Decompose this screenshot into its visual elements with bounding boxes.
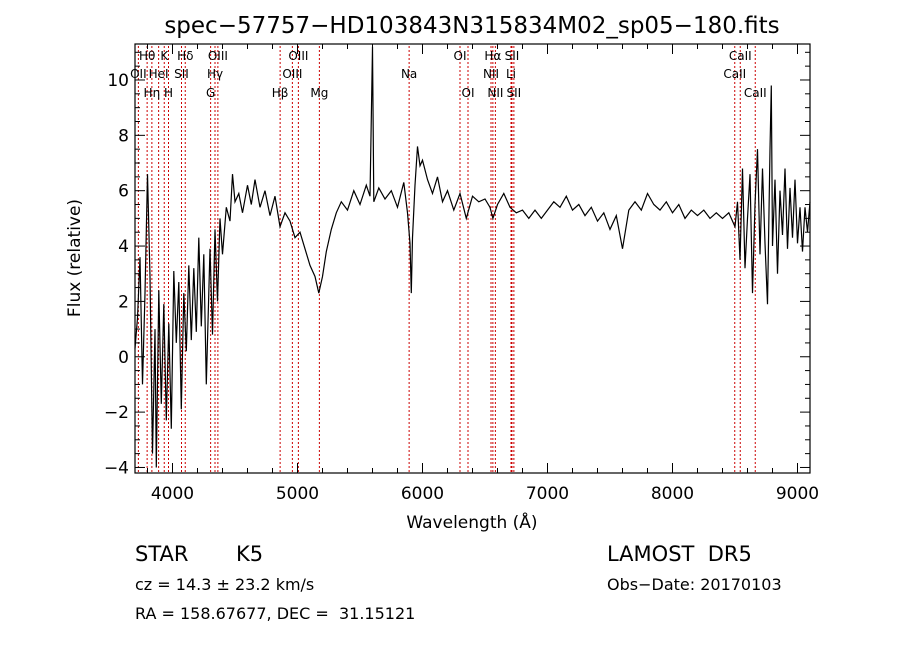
spectral-line-label: Hδ bbox=[177, 49, 193, 63]
y-tick-label: 4 bbox=[118, 237, 129, 257]
y-axis-ticks: −4 −2 0 2 4 6 8 10 bbox=[104, 51, 810, 478]
x-tick-label: 9000 bbox=[776, 484, 819, 504]
spectral-line-label: OII bbox=[130, 67, 147, 81]
y-tick-label: −4 bbox=[104, 458, 129, 478]
plot-frame bbox=[134, 43, 811, 474]
y-tick-label: 2 bbox=[118, 292, 129, 312]
observation-date: Obs−Date: 20170103 bbox=[607, 575, 782, 594]
spectral-line-label: OI bbox=[462, 86, 475, 100]
object-class: STAR bbox=[135, 542, 188, 566]
spectral-line-markers bbox=[137, 46, 756, 473]
spectral-line-label: Hα bbox=[484, 49, 501, 63]
y-tick-label: 0 bbox=[118, 348, 129, 368]
spectral-line-label: G bbox=[206, 86, 215, 100]
object-subclass: K5 bbox=[236, 542, 263, 566]
x-tick-label: 6000 bbox=[401, 484, 444, 504]
redshift-value: cz = 14.3 ± 23.2 km/s bbox=[135, 575, 314, 594]
spectral-line-label: OIII bbox=[208, 49, 228, 63]
x-axis-ticks: 4000 5000 6000 7000 8000 9000 bbox=[147, 44, 819, 504]
y-tick-label: 10 bbox=[107, 71, 129, 91]
x-tick-label: 5000 bbox=[276, 484, 319, 504]
spectral-line-label: CaII bbox=[729, 49, 752, 63]
spectral-line-label: Hγ bbox=[207, 67, 223, 81]
y-tick-label: −2 bbox=[104, 403, 129, 423]
spectral-line-label: SII bbox=[505, 49, 520, 63]
x-tick-label: 4000 bbox=[151, 484, 194, 504]
spectral-line-label: Hβ bbox=[272, 86, 289, 100]
spectral-line-label: Na bbox=[401, 67, 417, 81]
x-tick-label: 8000 bbox=[651, 484, 694, 504]
coordinates: RA = 158.67677, DEC = 31.15121 bbox=[135, 604, 415, 623]
spectrum-series-line bbox=[134, 46, 811, 468]
spectral-line-label: CaII bbox=[723, 67, 746, 81]
spectral-line-label: OI bbox=[454, 49, 467, 63]
spectral-line-label: NII bbox=[487, 86, 503, 100]
y-tick-label: 8 bbox=[118, 126, 129, 146]
spectral-line-label: SII bbox=[174, 67, 189, 81]
spectral-line-label: NII bbox=[483, 67, 499, 81]
spectral-line-label: OIII bbox=[282, 67, 302, 81]
spectral-line-label: Hη bbox=[144, 86, 161, 100]
x-tick-label: 7000 bbox=[526, 484, 569, 504]
x-axis-label: Wavelength (Å) bbox=[406, 511, 537, 533]
spectral-line-label: SII bbox=[507, 86, 522, 100]
survey-name: LAMOST DR5 bbox=[607, 542, 752, 566]
spectral-line-label: Hθ bbox=[139, 49, 155, 63]
y-tick-label: 6 bbox=[118, 182, 129, 202]
spectral-line-label: OIII bbox=[288, 49, 308, 63]
spectral-line-label: HeI bbox=[149, 67, 169, 81]
spectral-line-labels: Hθ OII Hη K HeI H Hδ SII OIII Hγ G Hβ OIII OIII Mg Na OI… bbox=[130, 49, 767, 100]
spectral-line-label: Li bbox=[506, 67, 516, 81]
spectral-line-label: H bbox=[164, 86, 173, 100]
y-axis-label: Flux (relative) bbox=[65, 199, 85, 317]
spectral-line-label: K bbox=[160, 49, 169, 63]
chart-title: spec−57757−HD103843N315834M02_sp05−180.f… bbox=[164, 13, 779, 39]
spectral-line-label: CaII bbox=[744, 86, 767, 100]
spectral-line-label: Mg bbox=[310, 86, 328, 100]
